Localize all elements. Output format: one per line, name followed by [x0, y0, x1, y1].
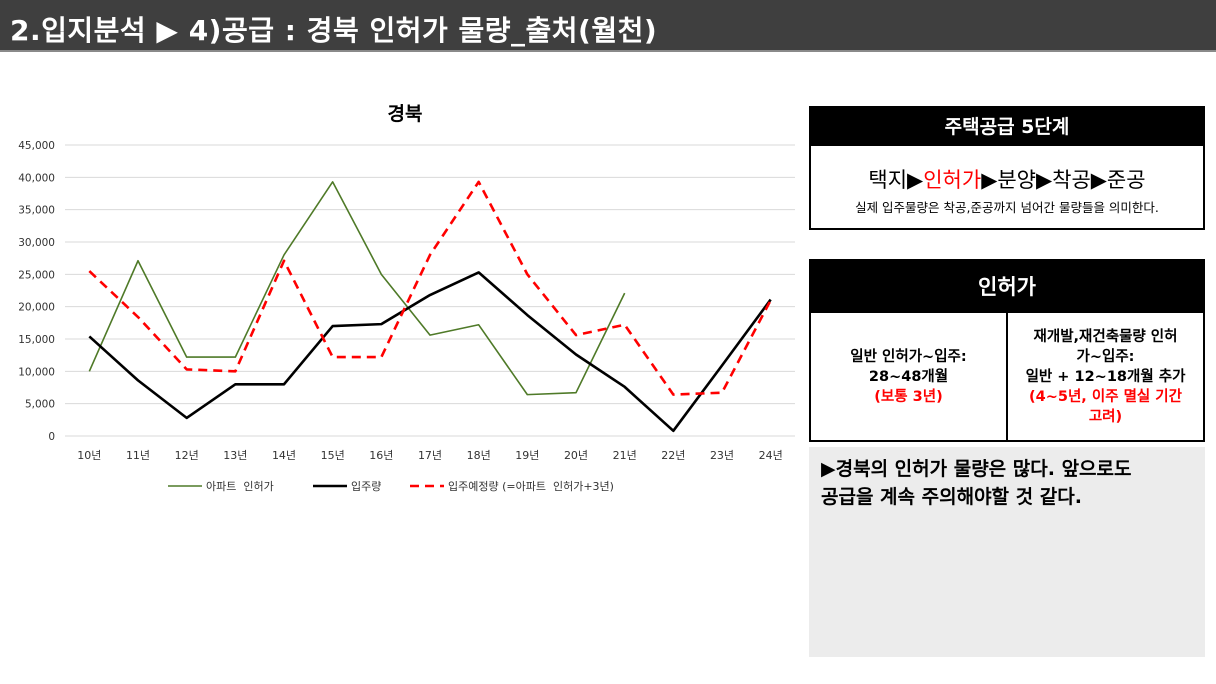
x-tick-label: 11년: [126, 449, 150, 462]
chart-grid: [65, 144, 795, 437]
general-line-2: 28~48개월: [868, 368, 949, 385]
redevelop-line-2: 가~입주:: [1076, 348, 1135, 365]
general-line-1: 일반 인허가~입주:: [850, 348, 967, 365]
permit-redevelop-col: 재개발,재건축물량 인허 가~입주: 일반 + 12~18개월 추가 (4~5년…: [1008, 313, 1203, 440]
redevelop-note-1: (4~5년, 이주 멸실 기간: [1029, 388, 1182, 405]
x-tick-label: 15년: [321, 449, 345, 462]
y-tick-label: 15,000: [18, 334, 55, 346]
x-tick-label: 16년: [369, 449, 393, 462]
y-tick-label: 0: [48, 431, 55, 443]
chart-title: 경북: [388, 103, 423, 125]
comment-line-1: ▶경북의 인허가 물량은 많다. 앞으로도: [821, 458, 1132, 480]
x-tick-label: 12년: [175, 449, 199, 462]
permit-general-col: 일반 인허가~입주: 28~48개월 (보통 3년): [811, 313, 1008, 440]
series-line-3: [88, 180, 772, 396]
flow-step-permit: 인허가: [923, 168, 982, 192]
supply-stages-desc: 실제 입주물량은 착공,준공까지 넘어간 물량들을 의미한다.: [855, 200, 1159, 215]
y-tick-label: 45,000: [18, 140, 55, 152]
comment-box: ▶경북의 인허가 물량은 많다. 앞으로도 공급을 계속 주의해야할 것 같다.: [809, 447, 1205, 657]
flow-step-1: 택지▶: [868, 168, 924, 192]
comment-line-2: 공급을 계속 주의해야할 것 같다.: [821, 486, 1082, 508]
y-tick-label: 25,000: [18, 269, 55, 281]
legend-label-1: 아파트 인허가: [206, 480, 274, 493]
permit-box: 인허가 일반 인허가~입주: 28~48개월 (보통 3년) 재개발,재건축물량…: [809, 259, 1205, 442]
y-axis: 0 5,000 10,000 15,000 20,000 25,000 30,000 35,0…: [18, 140, 55, 443]
title-bar: 2.입지분석 ▶ 4)공급 : 경북 인허가 물량_출처(월천): [0, 0, 1216, 52]
y-tick-label: 10,000: [18, 366, 55, 378]
page-title: 2.입지분석 ▶ 4)공급 : 경북 인허가 물량_출처(월천): [10, 14, 658, 47]
y-tick-label: 20,000: [18, 302, 55, 314]
x-tick-label: 14년: [272, 449, 296, 462]
redevelop-line-1: 재개발,재건축물량 인허: [1033, 328, 1178, 345]
x-tick-label: 24년: [759, 449, 783, 462]
x-tick-label: 17년: [418, 449, 442, 462]
x-axis: 10년 11년 12년 13년 14년 15년 16년 17년 18년 19년 20년 21년 22년 2…: [77, 449, 782, 462]
y-tick-label: 35,000: [18, 205, 55, 217]
x-tick-label: 13년: [223, 449, 247, 462]
series-line-2: [88, 271, 772, 433]
redevelop-note-2: 고려): [1088, 408, 1123, 425]
supply-stages-box: 주택공급 5단계 택지▶인허가▶분양▶착공▶준공 실제 입주물량은 착공,준공까…: [809, 106, 1205, 230]
x-tick-label: 22년: [661, 449, 685, 462]
supply-stages-flow: 택지▶인허가▶분양▶착공▶준공: [811, 164, 1203, 194]
x-tick-label: 18년: [467, 449, 491, 462]
chart-legend: 아파트 인허가 입주량 입주예정량 (=아파트 인허가+3년): [168, 480, 614, 493]
series-line-1: [88, 181, 626, 396]
x-tick-label: 10년: [77, 449, 101, 462]
redevelop-line-3: 일반 + 12~18개월 추가: [1025, 368, 1186, 385]
x-tick-label: 21년: [613, 449, 637, 462]
y-tick-label: 30,000: [18, 237, 55, 249]
line-chart: 경북 0 5,000 10,000 15,000 20,000 25,000 30,000 3…: [18, 103, 795, 493]
y-tick-label: 5,000: [25, 399, 55, 411]
general-note: (보통 3년): [874, 388, 943, 405]
legend-label-2: 입주량: [351, 480, 381, 493]
legend-label-3: 입주예정량 (=아파트 인허가+3년): [448, 480, 614, 493]
x-tick-label: 23년: [710, 449, 734, 462]
y-tick-label: 40,000: [18, 172, 55, 184]
flow-step-rest: ▶분양▶착공▶준공: [981, 168, 1146, 192]
permit-heading: 인허가: [811, 261, 1203, 313]
chart-series: [88, 180, 772, 433]
x-tick-label: 20년: [564, 449, 588, 462]
x-tick-label: 19년: [515, 449, 539, 462]
supply-stages-heading: 주택공급 5단계: [811, 108, 1203, 146]
